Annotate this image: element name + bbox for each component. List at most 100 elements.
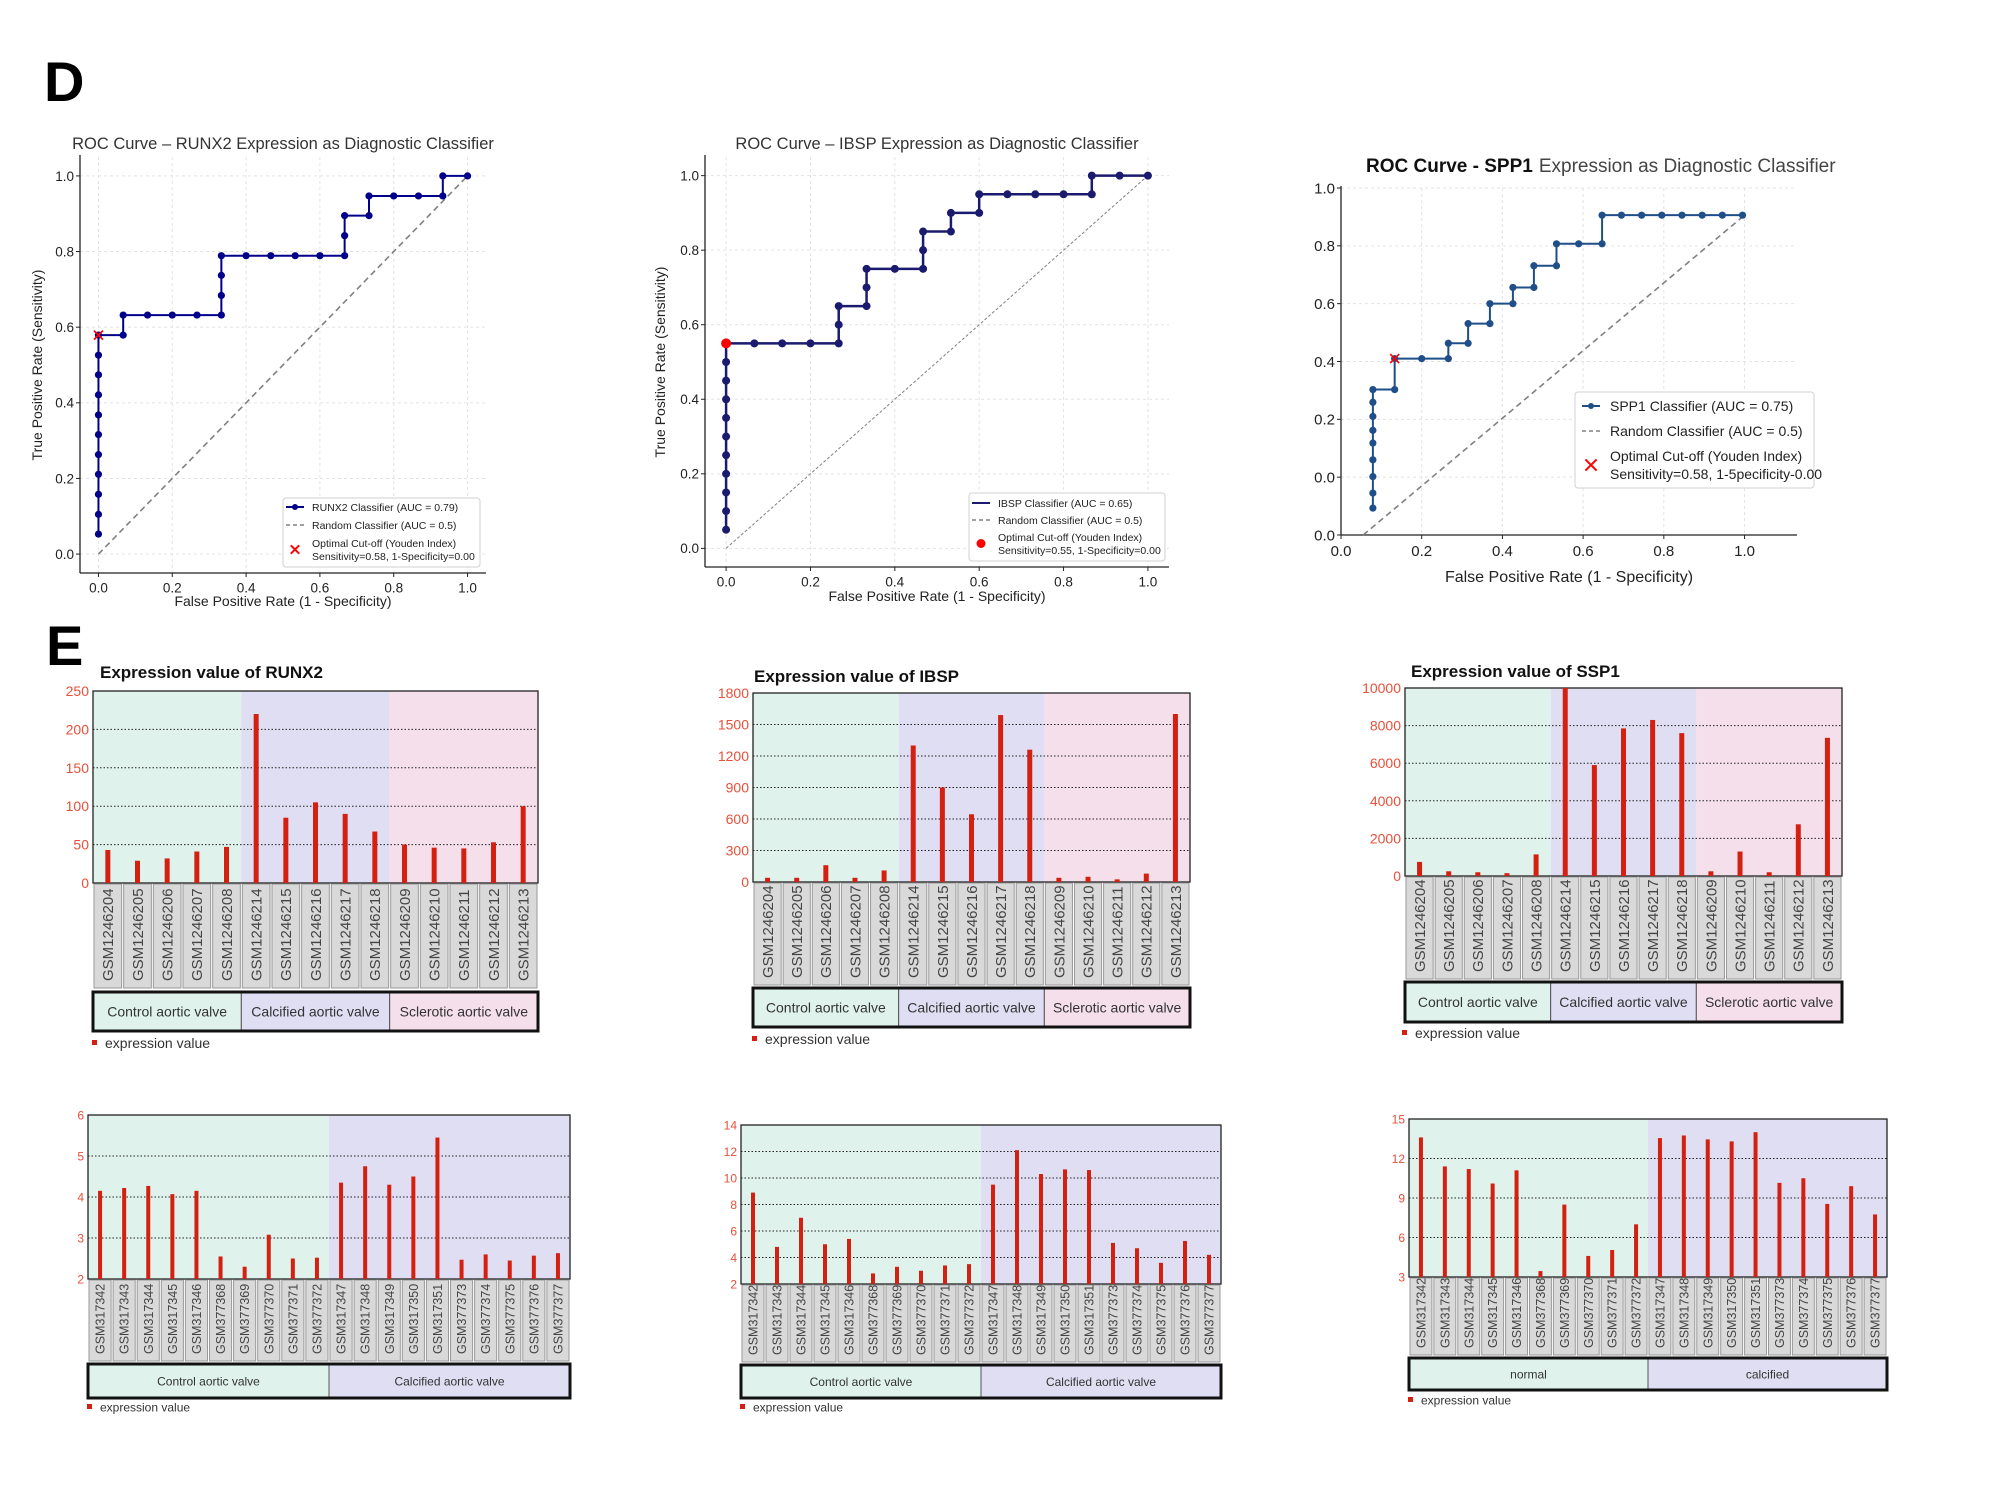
- category-label: GSM1246209: [397, 888, 414, 981]
- y-tick-label: 0.8: [680, 243, 699, 258]
- roc-point: [890, 264, 899, 273]
- category-label: GSM377373: [1107, 1285, 1121, 1355]
- category-cell: [1551, 876, 1580, 980]
- x-tick-label: 0.2: [801, 575, 820, 590]
- roc-point: [1369, 385, 1377, 394]
- category-label: GSM377377: [551, 1284, 565, 1354]
- bar: [1562, 1204, 1567, 1277]
- roc-point: [94, 411, 103, 419]
- roc-point: [1143, 171, 1152, 180]
- group-label: Sclerotic aortic valve: [1053, 1000, 1182, 1016]
- category-cell: [1434, 876, 1463, 980]
- legend-label: expression value: [100, 1400, 190, 1414]
- roc-point: [341, 232, 349, 240]
- roc-point: [1444, 355, 1452, 363]
- category-cell: [1077, 1284, 1101, 1363]
- group-label: Calcified aortic valve: [251, 1004, 380, 1020]
- category-cell: [1029, 1284, 1053, 1363]
- category-cell: [1755, 876, 1784, 980]
- roc-point: [1369, 398, 1377, 406]
- y-tick-label: 2000: [1370, 830, 1401, 846]
- roc-point: [722, 432, 731, 441]
- y-tick-label: 0.0: [55, 547, 74, 562]
- x-tick-label: 0.8: [1653, 543, 1674, 560]
- bar: [1063, 1169, 1067, 1284]
- category-label: GSM1246209: [1051, 885, 1068, 978]
- category-label: GSM377370: [1582, 1278, 1596, 1348]
- roc-point: [94, 371, 103, 379]
- category-label: GSM317347: [335, 1284, 349, 1354]
- roc-point: [1369, 456, 1377, 464]
- category-label: GSM317342: [747, 1285, 761, 1355]
- x-tick-label: 0.4: [1492, 543, 1513, 560]
- y-tick-label: 0: [1393, 868, 1401, 884]
- bar: [1015, 1150, 1019, 1284]
- group-background: [93, 691, 242, 883]
- x-tick-label: 0.6: [1573, 543, 1594, 560]
- y-tick-label: 0: [81, 875, 89, 891]
- x-axis-label: False Positive Rate (1 - Specificity): [1445, 569, 1693, 586]
- category-cell: [1529, 1277, 1552, 1356]
- roc-point: [806, 339, 815, 348]
- category-cell: [789, 1284, 813, 1363]
- bar: [459, 1259, 464, 1279]
- y-tick-label: 0.0: [1314, 527, 1335, 544]
- category-cell: [933, 1284, 957, 1363]
- bar: [194, 1190, 199, 1279]
- roc-point: [1530, 262, 1538, 270]
- legend-box: [1574, 391, 1815, 489]
- roc-point: [834, 302, 843, 311]
- bar: [164, 858, 170, 883]
- category-label: GSM317348: [1011, 1285, 1025, 1355]
- bar: [823, 865, 829, 882]
- bar: [1591, 765, 1597, 876]
- legend-cutoff-marker: [1584, 458, 1598, 472]
- roc-point: [1658, 211, 1666, 219]
- bar: [313, 802, 318, 883]
- category-label: GSM1246216: [964, 885, 981, 978]
- category-cell: [1405, 876, 1434, 980]
- plot-frame: [87, 1114, 571, 1280]
- optimal-cutoff-marker: [93, 330, 104, 341]
- bar: [1207, 1254, 1211, 1284]
- category-label: GSM377369: [238, 1284, 252, 1354]
- category-cell: [1815, 1277, 1839, 1356]
- category-cell: [1505, 1277, 1528, 1356]
- category-cell: [1580, 876, 1609, 980]
- bar: [1777, 1182, 1782, 1277]
- category-cell: [870, 882, 899, 986]
- roc-chart-1: 0.0 0.2 0.4 0.6 0.8 1.0 0.0 0.2 0.4 0.6 0.8 1.0 IBSP…: [652, 135, 1169, 604]
- category-label: GSM1246210: [427, 888, 444, 981]
- bar: [387, 1184, 392, 1279]
- category-cell: [840, 882, 870, 986]
- category-label: GSM1246211: [456, 890, 473, 981]
- roc-point: [341, 212, 349, 220]
- category-label: GSM1246205: [1441, 879, 1458, 972]
- category-label: GSM1246209: [1703, 879, 1720, 972]
- y-axis-label: True Positive Rate (Sensitivity): [652, 267, 668, 458]
- bar: [1610, 1250, 1615, 1277]
- bar: [1538, 1271, 1543, 1277]
- roc-point: [722, 395, 731, 404]
- category-label: GSM317345: [1486, 1278, 1500, 1348]
- category-cell: [1409, 1277, 1433, 1356]
- bar: [1159, 1262, 1163, 1284]
- category-label: GSM1246212: [1791, 879, 1808, 972]
- category-cell: [241, 883, 271, 989]
- category-label: GSM1246217: [1645, 879, 1662, 972]
- bar: [531, 1255, 536, 1279]
- category-label: GSM317351: [431, 1284, 445, 1354]
- roc-chart-2: 0.0 0.2 0.4 0.6 0.8 1.01.00.80.60.40.20.00.0S…: [1314, 156, 1836, 586]
- roc-point: [1617, 211, 1626, 219]
- bar: [1795, 824, 1801, 876]
- legend-swatch: [1402, 1030, 1407, 1035]
- y-tick-label: 600: [726, 811, 750, 827]
- category-cell: [1609, 876, 1638, 980]
- category-cell: [353, 1279, 377, 1362]
- roc-point: [862, 302, 871, 311]
- y-tick-label: 0.0: [1314, 470, 1335, 487]
- y-tick-label: 3: [1398, 1270, 1405, 1284]
- group-box-border: [739, 1363, 1223, 1400]
- category-cell: [281, 1279, 305, 1362]
- plot-frame: [740, 1124, 1222, 1285]
